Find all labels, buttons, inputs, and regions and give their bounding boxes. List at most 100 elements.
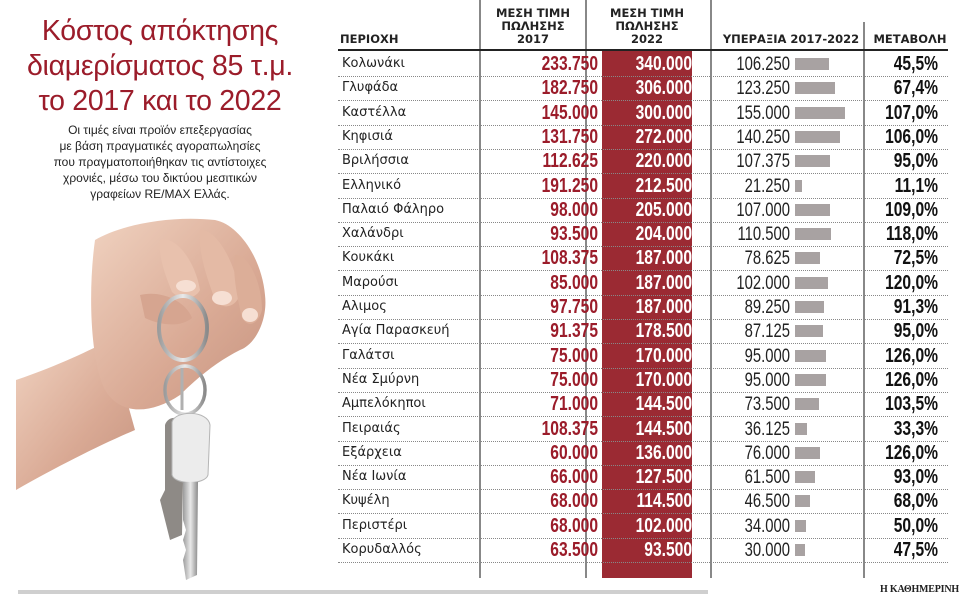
table-row: Νέα Ιωνία 66.000 127.500 61.500 93,0% (338, 465, 948, 491)
gain-bar (795, 544, 805, 556)
column-divider (585, 0, 587, 578)
gain-value: 140.250 (736, 126, 790, 148)
change-percent: 106,0% (885, 125, 938, 148)
table-row: Κυψέλη 68.000 114.500 46.500 68,0% (338, 489, 948, 515)
price-2022: 300.000 (635, 101, 692, 124)
price-2017: 91.375 (550, 320, 598, 343)
price-2022: 170.000 (635, 344, 692, 367)
price-2017: 145.000 (541, 101, 598, 124)
gain-bar (795, 398, 819, 411)
change-percent: 120,0% (885, 271, 938, 294)
price-2022: 212.500 (635, 174, 692, 197)
change-percent: 93,0% (893, 466, 938, 489)
title-line: το 2017 και το 2022 (38, 85, 282, 117)
area-name: Νέα Σμύρνη (342, 371, 420, 387)
hand-with-keys-image (0, 200, 320, 588)
price-2017: 233.750 (541, 53, 598, 75)
price-2017: 93.500 (550, 223, 598, 246)
table-row: Περιστέρι 68.000 102.000 34.000 50,0% (338, 514, 948, 539)
header-line: 2017 (516, 32, 549, 46)
gain-value: 78.625 (744, 248, 790, 270)
area-name: Χαλάνδρι (342, 226, 404, 242)
area-name: Αγία Παρασκευή (342, 323, 450, 339)
gain-bar (795, 373, 826, 386)
gain-bar (795, 82, 835, 95)
gain-value: 110.500 (737, 224, 790, 246)
price-2022: 144.500 (635, 417, 692, 440)
change-percent: 11,1% (894, 174, 938, 197)
area-name: Αμπελόκηποι (342, 396, 426, 412)
change-percent: 107,0% (885, 101, 938, 124)
gain-value: 107.000 (736, 199, 790, 221)
change-percent: 103,5% (885, 393, 938, 416)
price-2017: 68.000 (550, 490, 598, 513)
area-name: Νέα Ιωνία (342, 469, 407, 485)
subtitle-line: με βάση πραγματικές αγοραπωλησίες (59, 139, 261, 153)
header-line: ΜΕΣΗ ΤΙΜΗ (610, 6, 684, 20)
price-2017: 66.000 (550, 466, 598, 489)
price-2017: 182.750 (541, 77, 598, 100)
gain-bar (795, 228, 831, 241)
gain-bar (795, 446, 820, 459)
table-row: Αμπελόκηποι 71.000 144.500 73.500 103,5% (338, 392, 948, 418)
gain-bar (795, 301, 824, 313)
price-2017: 108.375 (541, 247, 598, 270)
area-name: Κολωνάκι (342, 56, 405, 71)
change-percent: 91,3% (893, 296, 938, 318)
gain-bar (795, 349, 826, 362)
subtitle-line: Οι τιμές είναι προϊόν επεξεργασίας (68, 123, 252, 137)
price-2017: 112.625 (542, 150, 598, 173)
subtitle-line: γραφείων RE/MAX Ελλάς. (90, 187, 230, 201)
header-line: 2022 (630, 32, 663, 46)
table-row: Παλαιό Φάληρο 98.000 205.000 107.000 109… (338, 198, 948, 223)
column-header-area: ΠΕΡΙΟΧΗ (340, 32, 399, 46)
gain-value: 106.250 (736, 54, 790, 75)
gain-bar (795, 276, 828, 289)
gain-value: 21.250 (744, 175, 790, 197)
title-line: διαμερίσματος 85 τ.μ. (26, 50, 294, 82)
table-row: Κορυδαλλός 63.500 93.500 30.000 47,5% (338, 538, 948, 563)
price-2017: 60.000 (550, 441, 598, 464)
area-name: Κυψέλη (342, 493, 390, 509)
change-percent: 67,4% (893, 77, 938, 100)
title-line: Κόστος απόκτησης (41, 15, 279, 47)
price-2022: 114.500 (636, 490, 692, 513)
table-row: Κουκάκι 108.375 187.000 78.625 72,5% (338, 246, 948, 272)
chart-subtitle: Οι τιμές είναι προϊόν επεξεργασίας με βά… (10, 122, 310, 202)
change-percent: 50,0% (893, 514, 938, 537)
change-percent: 126,0% (885, 368, 938, 391)
gain-value: 107.375 (736, 151, 790, 173)
gain-value: 87.125 (744, 321, 790, 343)
header-line: ΜΕΣΗ ΤΙΜΗ (496, 6, 570, 20)
column-divider (710, 0, 712, 578)
gain-value: 61.500 (744, 467, 790, 489)
table-row: Χαλάνδρι 93.500 204.000 110.500 118,0% (338, 222, 948, 248)
change-percent: 33,3% (893, 417, 938, 440)
area-name: Αλιμος (342, 299, 387, 314)
subtitle-line: χρονιές, μέσω του δικτύου μεσιτικών (63, 171, 257, 185)
area-name: Κορυδαλλός (342, 542, 422, 557)
area-name: Περιστέρι (342, 517, 408, 533)
price-2022: 144.500 (635, 393, 692, 416)
gain-value: 155.000 (736, 102, 790, 124)
gain-bar (795, 252, 820, 265)
gain-bar (795, 155, 830, 168)
change-percent: 126,0% (885, 441, 938, 464)
column-header-2017: ΜΕΣΗ ΤΙΜΗ ΠΩΛΗΣΗΣ 2017 (480, 7, 586, 46)
gain-value: 95.000 (744, 345, 790, 367)
gain-value: 46.500 (744, 491, 790, 513)
table-row: Ελληνικό 191.250 212.500 21.250 11,1% (338, 174, 948, 199)
area-name: Γλυφάδα (342, 80, 399, 96)
gain-bar (795, 58, 829, 70)
header-line: ΠΩΛΗΣΗΣ (501, 19, 565, 33)
column-header-gain: ΥΠΕΡΑΞΙΑ 2017-2022 (722, 32, 860, 46)
price-2017: 97.750 (550, 296, 598, 318)
price-2022: 127.500 (635, 466, 692, 489)
price-2017: 85.000 (550, 271, 598, 294)
price-2022: 178.500 (635, 320, 692, 343)
price-2022: 340.000 (635, 53, 692, 75)
gain-bar (795, 471, 815, 484)
price-2022: 205.000 (635, 198, 692, 221)
change-percent: 109,0% (885, 198, 938, 221)
price-2022: 272.000 (635, 125, 692, 148)
